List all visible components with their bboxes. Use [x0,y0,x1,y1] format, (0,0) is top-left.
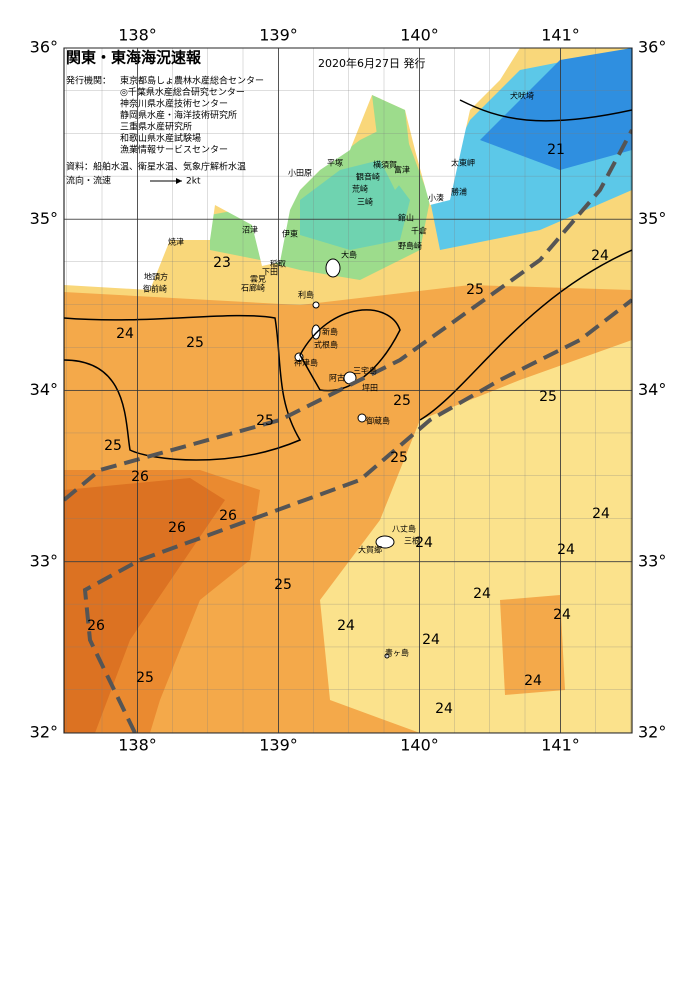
lat-label: 33° [30,551,58,570]
lat-label: 36° [30,38,58,57]
temperature-label: 24 [435,701,453,717]
issuer-label: 発行機関： [66,75,111,87]
lat-label: 32° [638,723,666,742]
lat-label: 32° [30,723,58,742]
lon-label: 140° [400,736,439,755]
lon-label: 139° [259,26,298,45]
temperature-label: 25 [539,389,557,405]
place-name: 焼津 [168,237,184,247]
lat-label: 34° [30,380,58,399]
issuer: 静岡県水産・海洋技術研究所 [120,109,237,121]
temperature-label: 25 [186,335,204,351]
temperature-label: 26 [168,520,186,536]
temperature-label: 21 [547,142,565,158]
lon-label: 139° [259,736,298,755]
place-name: 下田 [262,268,278,277]
place-name: 沼津 [242,225,258,235]
lat-label: 36° [638,38,666,57]
lon-label: 138° [118,736,157,755]
temperature-label: 24 [422,632,440,648]
kuroshio-axis [64,129,632,733]
place-name: 石廊崎 [241,283,265,293]
place-name: 大賀郷 [358,545,382,555]
place-name: 御前崎 [143,284,167,294]
lat-label: 33° [638,551,666,570]
place-name: 式根島 [314,340,338,350]
temperature-label: 26 [219,508,237,524]
issuer: 和歌山県水産試験場 [120,132,201,144]
place-name: 館山 [398,213,414,223]
temperature-label: 25 [136,670,154,686]
place-name: 野島崎 [398,241,422,251]
issuer: 東京都島しょ農林水産総合センター [120,75,264,87]
place-name: 新島 [322,327,338,337]
place-name: 伊東 [282,229,298,239]
title: 関東・東海海況速報 [66,49,202,67]
temperature-label: 25 [466,282,484,298]
place-name: 横須賀 [373,160,397,170]
place-name: 利島 [298,290,314,300]
place-name: 太東岬 [451,158,475,168]
place-name: 青ヶ島 [385,648,409,658]
place-name: 雲見 [250,275,266,284]
place-name: 勝浦 [451,187,467,197]
temperature-label: 25 [256,413,274,429]
place-name: 平塚 [327,159,343,168]
temperature-label: 24 [557,542,575,558]
temperature-label: 26 [87,618,105,634]
current-label: 流向・流速 [66,175,111,187]
temperature-label: 25 [390,450,408,466]
temperature-label: 24 [592,506,610,522]
place-name: 地頭方 [144,272,168,282]
place-name: 三宅島 [353,366,377,376]
temperature-label: 25 [104,438,122,454]
place-name: 御蔵島 [366,416,390,426]
place-name: 三根 [404,536,420,546]
lat-label: 35° [30,209,58,228]
place-name: 阿古 [329,373,345,383]
temperature-label: 24 [524,673,542,689]
lat-label: 34° [638,380,666,399]
lon-label: 138° [118,26,157,45]
lon-label: 140° [400,26,439,45]
place-name: 荒崎 [352,184,368,194]
place-name: 八丈島 [392,524,416,534]
place-name: 稲取 [270,259,286,269]
lon-label: 141° [541,736,580,755]
temperature-label: 23 [213,255,231,271]
temperature-label: 24 [591,248,609,264]
place-name: 坪田 [362,384,378,393]
lon-label: 141° [541,26,580,45]
current-arrowhead [176,178,182,184]
temperature-label: 25 [393,393,411,409]
temperature-label: 25 [274,577,292,593]
temperature-label: 24 [473,586,491,602]
temperature-label: 24 [415,535,433,551]
issuer: 三重県水産研究所 [120,121,192,133]
issue-date: 2020年6月27日 発行 [318,56,426,70]
issuer: ◎千葉県水産総合研究センター [120,86,245,98]
place-name: 神津島 [294,358,318,368]
place-name: 千倉 [411,226,427,236]
issuer: 神奈川県水産技術センター [120,98,228,110]
current-scale: 2kt [186,177,201,187]
place-name: 犬吠埼 [510,91,534,101]
place-name: 三崎 [357,197,373,207]
place-name: 小田原 [288,169,312,178]
place-name: 大島 [341,250,357,260]
temperature-label: 24 [337,618,355,634]
temperature-label: 24 [116,326,134,342]
place-name: 富津 [394,165,410,175]
isotherm [64,99,632,461]
temperature-label: 26 [131,469,149,485]
place-name: 観音崎 [356,172,380,182]
sources: 資料：船舶水温、衛星水温、気象庁解析水温 [66,161,246,173]
temperature-label: 24 [553,607,571,623]
lat-label: 35° [638,209,666,228]
issuer: 漁業情報サービスセンター [120,144,228,156]
place-name: 小湊 [428,193,444,203]
